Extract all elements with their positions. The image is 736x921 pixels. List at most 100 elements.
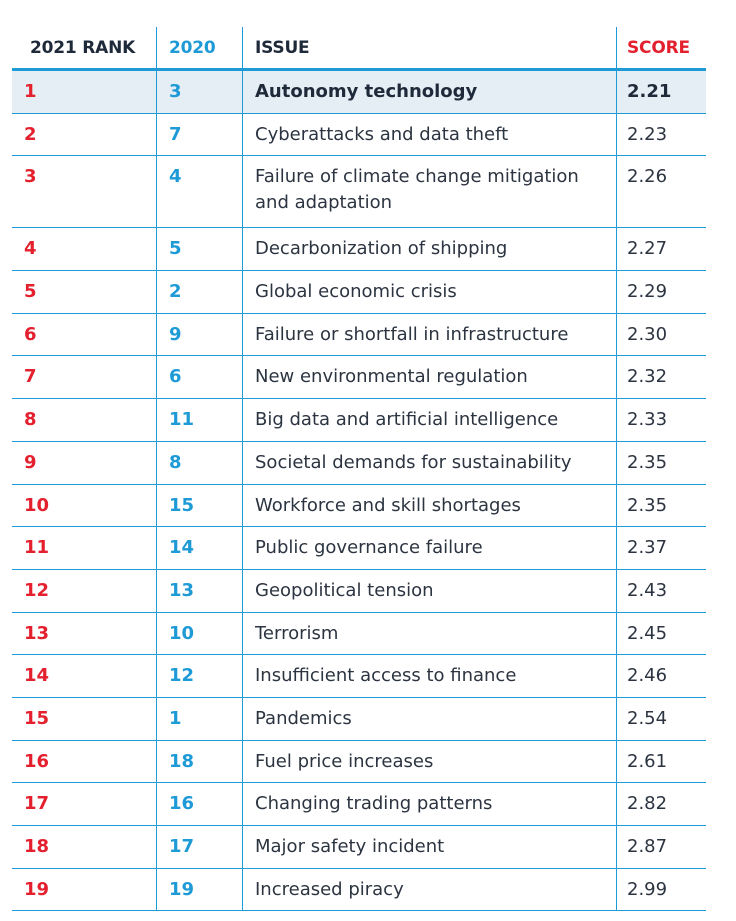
table-row: 1 3 Autonomy technology 2.21: [12, 71, 706, 114]
rank-2020-cell: 2: [156, 271, 242, 313]
issue-cell: Public governance failure: [242, 527, 616, 569]
table-header: 2021 RANK 2020 ISSUE SCORE: [12, 27, 706, 71]
header-score: SCORE: [616, 27, 706, 68]
issue-cell: Global economic crisis: [242, 271, 616, 313]
rank-2021-cell: 18: [24, 836, 50, 857]
score-cell: 2.35: [616, 441, 706, 484]
rank-2021-cell: 16: [24, 750, 50, 772]
issue-cell: Major safety incident: [242, 826, 616, 868]
table-row: 9 8 Societal demands for sustainability 2.3…: [12, 441, 706, 485]
rank-2021-cell: 13: [24, 622, 50, 644]
score-cell: 2.45: [616, 612, 706, 655]
table-row: 11 14 Public governance failure 2.37: [12, 527, 706, 570]
issue-cell: Workforce and skill shortages: [242, 484, 616, 527]
issue-cell: Pandemics: [242, 697, 616, 740]
table-row: 3 4 Failure of climate change mitigation a…: [12, 156, 706, 229]
rank-2021-cell: 3: [24, 166, 37, 188]
rank-2020-cell: 5: [156, 228, 242, 271]
rank-2020-cell: 8: [156, 441, 242, 484]
rank-2020-cell: 14: [156, 527, 242, 569]
score-cell: 2.43: [616, 569, 706, 612]
table-row: 18 17 Major safety incident 2.87: [12, 826, 706, 869]
table-row: 4 5 Decarbonization of shipping 2.27: [12, 228, 706, 272]
rank-2020-cell: 10: [156, 612, 242, 655]
score-cell: 2.61: [616, 740, 706, 783]
score-cell: 2.99: [616, 868, 706, 911]
rank-2020-cell: 19: [156, 868, 242, 911]
table-row: 2 7 Cyberattacks and data theft 2.23: [12, 113, 706, 157]
table-row: 17 16 Changing trading patterns 2.82: [12, 783, 706, 826]
score-cell: 2.23: [616, 113, 706, 156]
header-rank-2021: 2021 RANK: [30, 37, 136, 58]
score-cell: 2.35: [616, 484, 706, 527]
table-row: 13 10 Terrorism 2.45: [12, 612, 706, 656]
score-cell: 2.27: [616, 228, 706, 271]
score-cell: 2.29: [616, 271, 706, 313]
score-cell: 2.82: [616, 783, 706, 825]
table-row: 6 9 Failure or shortfall in infrastructure…: [12, 313, 706, 357]
score-cell: 2.46: [616, 655, 706, 697]
rank-2021-cell: 8: [24, 409, 37, 431]
issue-cell: Insufficient access to finance: [242, 655, 616, 697]
header-rank-2020: 2020: [156, 27, 242, 68]
rank-2021-cell: 15: [24, 707, 50, 729]
score-cell: 2.26: [616, 156, 706, 228]
table-row: 15 1 Pandemics 2.54: [12, 697, 706, 741]
rank-2020-cell: 17: [156, 826, 242, 868]
rank-2021-cell: 9: [24, 451, 37, 473]
issue-cell: Autonomy technology: [242, 71, 616, 113]
issue-cell: Big data and artificial intelligence: [242, 399, 616, 441]
issue-cell: Increased piracy: [242, 868, 616, 911]
table-row: 10 15 Workforce and skill shortages 2.35: [12, 484, 706, 528]
table-row: 5 2 Global economic crisis 2.29: [12, 271, 706, 314]
rank-2021-cell: 6: [24, 323, 37, 345]
rank-2021-cell: 14: [24, 665, 50, 687]
table-row: 12 13 Geopolitical tension 2.43: [12, 569, 706, 613]
rank-2021-cell: 4: [24, 238, 37, 260]
rank-2021-cell: 1: [24, 81, 37, 102]
issue-cell: Fuel price increases: [242, 740, 616, 783]
score-cell: 2.87: [616, 826, 706, 868]
issue-cell: Terrorism: [242, 612, 616, 655]
score-cell: 2.32: [616, 356, 706, 399]
table-row: 8 11 Big data and artificial intelligence 2…: [12, 399, 706, 442]
issue-cell: New environmental regulation: [242, 356, 616, 399]
score-cell: 2.30: [616, 313, 706, 356]
score-cell: 2.21: [616, 71, 706, 113]
rank-2020-cell: 9: [156, 313, 242, 356]
issue-cell: Failure of climate change mitigation and…: [242, 156, 616, 228]
rank-2020-cell: 3: [156, 71, 242, 113]
issue-cell: Failure or shortfall in infrastructure: [242, 313, 616, 356]
issue-cell: Cyberattacks and data theft: [242, 113, 616, 156]
issue-cell: Geopolitical tension: [242, 569, 616, 612]
header-issue: ISSUE: [242, 27, 616, 68]
rank-2020-cell: 6: [156, 356, 242, 399]
rank-2020-cell: 16: [156, 783, 242, 825]
rank-2020-cell: 11: [156, 399, 242, 441]
rank-2021-cell: 5: [24, 281, 37, 303]
rank-2020-cell: 7: [156, 113, 242, 156]
ranking-table: 2021 RANK 2020 ISSUE SCORE 1 3 Autonomy te…: [12, 27, 706, 912]
score-cell: 2.54: [616, 697, 706, 740]
rank-2020-cell: 15: [156, 484, 242, 527]
rank-2021-cell: 19: [24, 878, 50, 900]
rank-2020-cell: 1: [156, 697, 242, 740]
rank-2021-cell: 10: [24, 494, 50, 516]
issue-cell: Societal demands for sustainability: [242, 441, 616, 484]
table-row: 16 18 Fuel price increases 2.61: [12, 740, 706, 784]
table-row: 14 12 Insufficient access to finance 2.46: [12, 655, 706, 698]
issue-cell: Decarbonization of shipping: [242, 228, 616, 271]
rank-2021-cell: 17: [24, 793, 50, 815]
issue-cell: Changing trading patterns: [242, 783, 616, 825]
rank-2021-cell: 11: [24, 537, 50, 559]
rank-2020-cell: 4: [156, 156, 242, 228]
rank-2021-cell: 12: [24, 579, 50, 601]
rank-2021-cell: 7: [24, 366, 37, 388]
score-cell: 2.33: [616, 399, 706, 441]
rank-2020-cell: 12: [156, 655, 242, 697]
rank-2020-cell: 13: [156, 569, 242, 612]
table-row: 19 19 Increased piracy 2.99: [12, 868, 706, 912]
rank-2021-cell: 2: [24, 123, 37, 145]
score-cell: 2.37: [616, 527, 706, 569]
rank-2020-cell: 18: [156, 740, 242, 783]
